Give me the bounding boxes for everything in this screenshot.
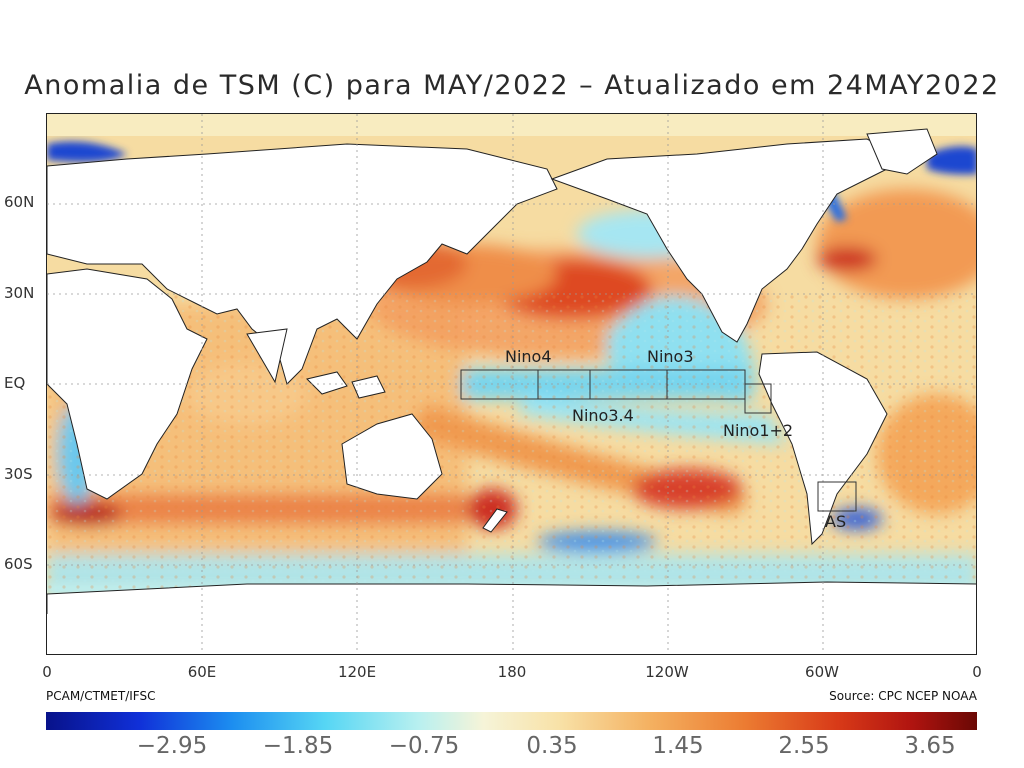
colorbar-label-2: −1.85 — [262, 733, 334, 759]
lat-label-eq: EQ — [4, 374, 26, 392]
nino34-label: Nino3.4 — [572, 406, 634, 425]
map-title: Anomalia de TSM (C) para MAY/2022 – Atua… — [24, 70, 1000, 101]
as-label: AS — [825, 512, 846, 531]
lat-label-60n: 60N — [4, 193, 35, 211]
sst-anomaly-map: Nino4 Nino3 Nino3.4 Nino1+2 AS — [46, 113, 977, 655]
colorbar — [46, 712, 977, 730]
colorbar-label-7: 3.65 — [904, 733, 956, 759]
lon-label-0: 0 — [42, 663, 52, 681]
nino4-label: Nino4 — [505, 347, 552, 366]
colorbar-label-4: 0.35 — [526, 733, 578, 759]
credit-right: Source: CPC NCEP NOAA — [829, 689, 977, 703]
lat-label-30n: 30N — [4, 284, 35, 302]
lat-label-60s: 60S — [4, 555, 33, 573]
credit-left: PCAM/CTMET/IFSC — [46, 689, 156, 703]
lon-label-120w: 120W — [645, 663, 689, 681]
colorbar-label-6: 2.55 — [778, 733, 830, 759]
nino12-box — [744, 383, 772, 414]
lat-label-30s: 30S — [4, 465, 33, 483]
lon-label-60w: 60W — [805, 663, 839, 681]
lon-label-120e: 120E — [337, 663, 377, 681]
colorbar-label-3: −0.75 — [388, 733, 460, 759]
colorbar-label-5: 1.45 — [652, 733, 704, 759]
as-box — [817, 481, 857, 512]
nino12-label: Nino1+2 — [723, 421, 793, 440]
colorbar-label-1: −2.95 — [136, 733, 208, 759]
nino3-label: Nino3 — [647, 347, 694, 366]
lon-label-180: 180 — [497, 663, 527, 681]
lon-label-60e: 60E — [187, 663, 217, 681]
lon-label-0-right: 0 — [972, 663, 982, 681]
map-canvas: Nino4 Nino3 Nino3.4 Nino1+2 AS — [47, 114, 976, 654]
